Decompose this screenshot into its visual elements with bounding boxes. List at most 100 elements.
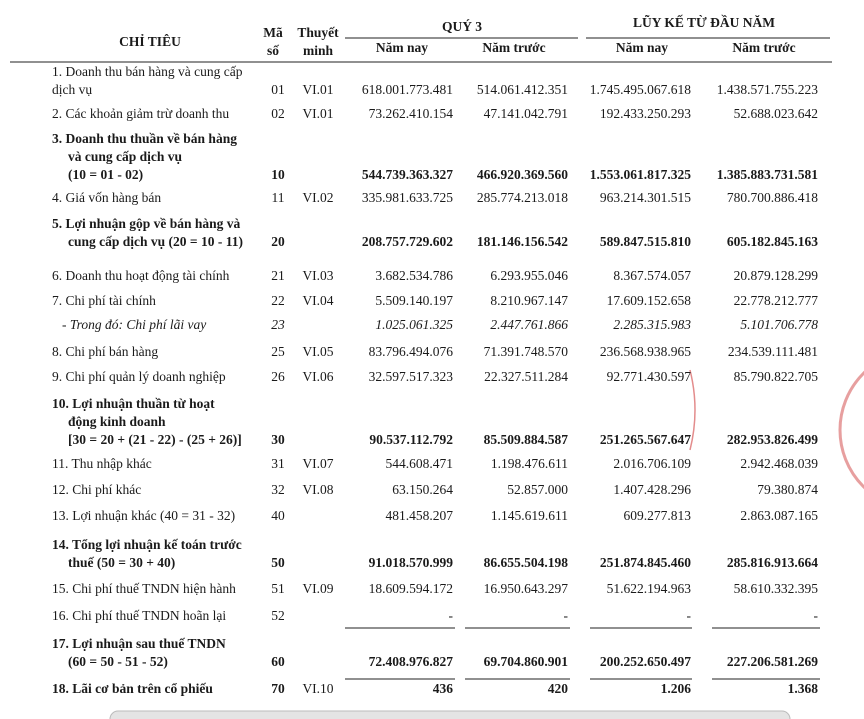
col-header: Năm trước <box>482 40 545 55</box>
row-value: 69.704.860.901 <box>484 654 569 669</box>
row-value: 285.816.913.664 <box>727 555 818 570</box>
row-value: 420 <box>548 681 569 696</box>
row-code: 52 <box>271 608 285 623</box>
row-label: cung cấp dịch vụ (20 = 10 - 11) <box>68 234 243 249</box>
row-value: 63.150.264 <box>392 482 453 497</box>
row-value: 3.682.534.786 <box>375 268 453 283</box>
row-value: 90.537.112.792 <box>369 432 453 447</box>
row-code: 10 <box>271 167 285 182</box>
stamp <box>689 369 696 451</box>
row-label: (10 = 01 - 02) <box>68 167 143 182</box>
row-label: 15. Chi phí thuế TNDN hiện hành <box>52 581 236 596</box>
row-label: 7. Chi phí tài chính <box>52 293 156 308</box>
row-value: 1.438.571.755.223 <box>717 82 819 97</box>
row-label: 16. Chi phí thuế TNDN hoãn lại <box>52 608 226 623</box>
row-value: 6.293.955.046 <box>490 268 568 283</box>
row-note: VI.10 <box>302 681 333 696</box>
row-value: 8.367.574.057 <box>613 268 691 283</box>
row-value: 618.001.773.481 <box>362 82 453 97</box>
row-value: 2.942.468.039 <box>740 456 818 471</box>
stamp <box>838 370 864 490</box>
row-value: 282.953.826.499 <box>727 432 818 447</box>
row-value: 236.568.938.965 <box>600 344 691 359</box>
row-value: 200.252.650.497 <box>600 654 691 669</box>
row-value: 285.774.213.018 <box>477 190 568 205</box>
row-value: 251.874.845.460 <box>600 555 691 570</box>
col-header: Năm nay <box>616 40 668 55</box>
col-header: Năm nay <box>376 40 428 55</box>
row-value: 22.778.212.777 <box>734 293 819 308</box>
row-label: [30 = 20 + (21 - 22) - (25 + 26)] <box>68 432 242 447</box>
row-label: 9. Chi phí quản lý doanh nghiệp <box>52 369 226 384</box>
row-code: 02 <box>271 106 285 121</box>
row-label: 3. Doanh thu thuần về bán hàng <box>52 131 237 146</box>
row-value: 72.408.976.827 <box>369 654 454 669</box>
row-note: VI.05 <box>302 344 333 359</box>
row-note: VI.04 <box>302 293 333 308</box>
row-label: 11. Thu nhập khác <box>52 456 152 471</box>
row-value: 251.265.567.647 <box>600 432 691 447</box>
row-value: 73.262.410.154 <box>369 106 454 121</box>
row-label: 10. Lợi nhuận thuần từ hoạt <box>52 396 215 411</box>
row-code: 70 <box>271 681 285 696</box>
row-label: động kinh doanh <box>68 414 166 429</box>
col-code: Mã <box>263 25 283 40</box>
row-code: 11 <box>272 190 285 205</box>
col-code: số <box>267 43 279 58</box>
row-value: 589.847.515.810 <box>600 234 691 249</box>
row-label: 12. Chi phí khác <box>52 482 141 497</box>
row-value: 192.433.250.293 <box>600 106 691 121</box>
row-value: 227.206.581.269 <box>727 654 818 669</box>
row-value: 181.146.156.542 <box>477 234 568 249</box>
row-code: 31 <box>271 456 285 471</box>
row-value: 1.198.476.611 <box>491 456 568 471</box>
row-value: 234.539.111.481 <box>728 344 818 359</box>
row-value: 20.879.128.299 <box>734 268 819 283</box>
group-header: QUÝ 3 <box>442 19 482 34</box>
row-value: 85.509.884.587 <box>484 432 569 447</box>
row-label: 2. Các khoản giảm trừ doanh thu <box>52 106 229 121</box>
row-value: 1.368 <box>788 681 819 696</box>
row-value: 1.145.619.611 <box>491 508 568 523</box>
row-code: 20 <box>271 234 285 249</box>
row-value: 16.950.643.297 <box>484 581 569 596</box>
row-value: - <box>814 608 819 623</box>
row-label: 18. Lãi cơ bản trên cổ phiếu <box>52 681 213 696</box>
row-value: 1.025.061.325 <box>375 317 453 332</box>
row-note: VI.06 <box>302 369 333 384</box>
row-value: 780.700.886.418 <box>727 190 818 205</box>
row-value: 85.790.822.705 <box>734 369 819 384</box>
row-value: 2.863.087.165 <box>740 508 818 523</box>
row-label: - Trong đó: Chi phí lãi vay <box>62 317 206 332</box>
row-value: - <box>687 608 692 623</box>
row-value: 605.182.845.163 <box>727 234 818 249</box>
row-value: 2.285.315.983 <box>613 317 691 332</box>
row-code: 25 <box>271 344 285 359</box>
row-value: 544.608.471 <box>386 456 454 471</box>
row-note: VI.01 <box>302 106 333 121</box>
row-value: 86.655.504.198 <box>484 555 569 570</box>
group-header: LŨY KẾ TỪ ĐẦU NĂM <box>633 15 775 30</box>
col-header: Năm trước <box>732 40 795 55</box>
row-note: VI.03 <box>302 268 333 283</box>
row-value: 71.391.748.570 <box>484 344 569 359</box>
row-value: 79.380.874 <box>757 482 818 497</box>
row-label: 5. Lợi nhuận gộp về bán hàng và <box>52 216 241 231</box>
row-label: 4. Giá vốn hàng bán <box>52 190 161 205</box>
row-value: 22.327.511.284 <box>484 369 568 384</box>
row-value: 17.609.152.658 <box>607 293 692 308</box>
row-label: (60 = 50 - 51 - 52) <box>68 654 168 669</box>
row-code: 40 <box>271 508 285 523</box>
row-label: dịch vụ <box>52 82 92 97</box>
row-value: 1.206 <box>661 681 692 696</box>
row-value: 8.210.967.147 <box>490 293 568 308</box>
row-value: 5.101.706.778 <box>740 317 818 332</box>
row-value: 609.277.813 <box>624 508 692 523</box>
col-title: CHỈ TIÊU <box>119 34 181 49</box>
overlay-bar <box>109 710 791 719</box>
row-label: 1. Doanh thu bán hàng và cung cấp <box>52 64 243 79</box>
row-value: 1.385.883.731.581 <box>717 167 819 182</box>
row-value: 514.061.412.351 <box>477 82 568 97</box>
row-value: 466.920.369.560 <box>477 167 568 182</box>
